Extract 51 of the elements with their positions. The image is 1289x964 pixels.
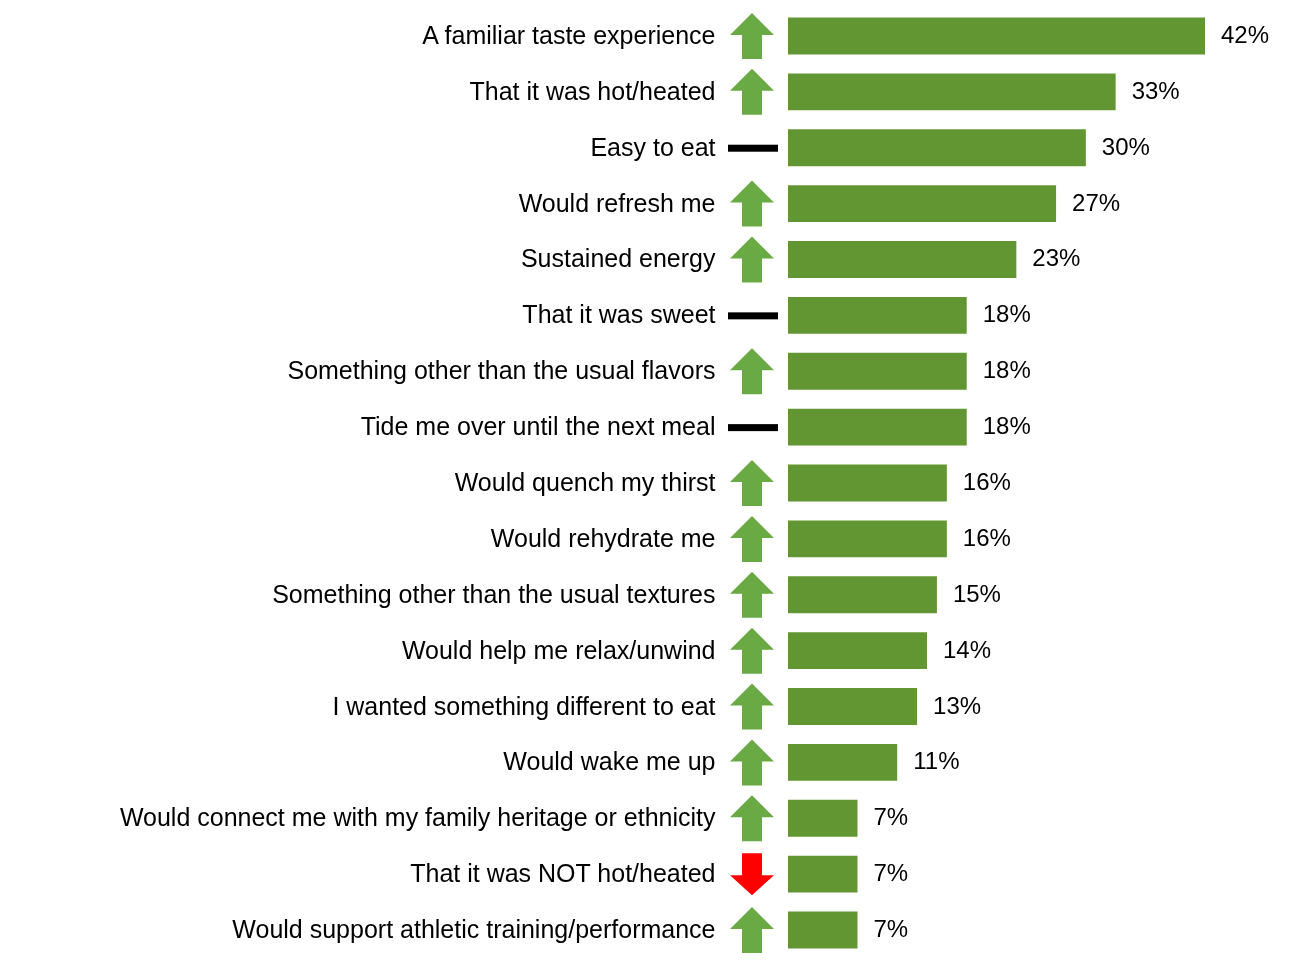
data-label: 30% — [1101, 132, 1150, 160]
bar — [788, 464, 947, 502]
bar — [788, 576, 937, 614]
bar — [788, 688, 918, 725]
y-tick-label: That it was hot/heated — [469, 76, 716, 105]
data-label: 7% — [873, 915, 909, 943]
y-tick-label: A familiar taste experience — [422, 20, 716, 49]
data-label: 7% — [873, 859, 909, 887]
y-tick-label: Tide me over until the next meal — [360, 412, 716, 441]
bar — [788, 520, 947, 558]
data-label: 18% — [982, 356, 1031, 384]
y-tick-label: Would rehydrate me — [490, 523, 716, 552]
y-tick-label: Something other than the usual textures — [272, 579, 716, 608]
data-label: 18% — [982, 412, 1031, 440]
bar — [788, 352, 967, 390]
bar — [788, 855, 858, 893]
y-tick-label: I wanted something different to eat — [332, 691, 716, 720]
data-label: 16% — [962, 468, 1011, 495]
data-label: 23% — [1032, 244, 1081, 272]
y-tick-label: Sustained energy — [520, 244, 716, 273]
data-label: 14% — [943, 635, 992, 663]
y-tick-label: That it was sweet — [522, 300, 716, 329]
y-tick-label: Would quench my thirst — [454, 468, 716, 496]
y-tick-label: Would help me relax/unwind — [401, 635, 716, 664]
bar — [788, 129, 1086, 167]
data-label: 42% — [1221, 20, 1270, 48]
bar — [788, 911, 858, 949]
y-tick-label: Would refresh me — [518, 188, 716, 217]
bar — [788, 73, 1116, 111]
data-label: 15% — [952, 579, 1001, 607]
data-label: 11% — [913, 747, 960, 775]
bar — [788, 632, 927, 670]
y-tick-label: Something other than the usual flavors — [287, 356, 716, 385]
bar — [788, 241, 1017, 278]
data-label: 33% — [1131, 76, 1180, 104]
data-label: 27% — [1072, 188, 1121, 216]
data-label: 7% — [873, 803, 909, 831]
bar — [788, 185, 1057, 223]
y-tick-label: That it was NOT hot/heated — [410, 859, 716, 888]
bar — [788, 408, 967, 446]
bar — [788, 296, 967, 334]
data-label: 16% — [962, 523, 1011, 551]
y-tick-label: Easy to eat — [590, 132, 716, 161]
y-tick-label: Would support athletic training/performance — [232, 915, 716, 944]
bar — [788, 799, 858, 837]
y-tick-label: Would wake me up — [503, 747, 716, 776]
y-tick-label: Would connect me with my family heritage or ethnicity — [119, 803, 716, 832]
bar — [788, 17, 1205, 55]
bar — [788, 743, 898, 781]
data-label: 18% — [982, 300, 1031, 328]
data-label: 13% — [933, 691, 982, 719]
